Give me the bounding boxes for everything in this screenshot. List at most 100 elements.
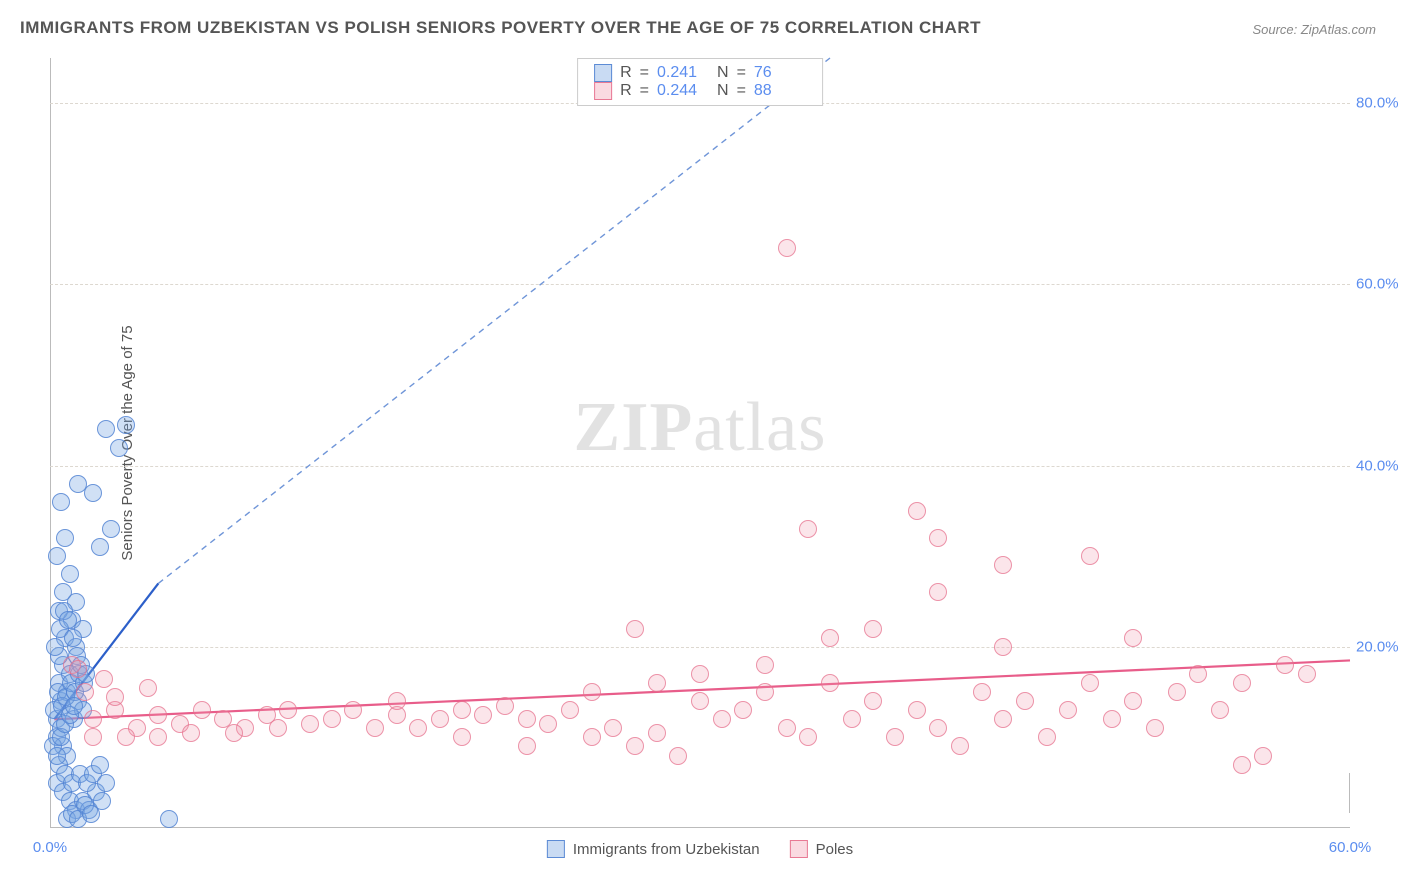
scatter-point bbox=[91, 538, 109, 556]
scatter-point bbox=[734, 701, 752, 719]
scatter-point bbox=[908, 502, 926, 520]
legend-label-blue: Immigrants from Uzbekistan bbox=[573, 841, 760, 858]
scatter-point bbox=[193, 701, 211, 719]
scatter-point bbox=[149, 728, 167, 746]
legend-eq4: = bbox=[737, 82, 746, 100]
scatter-point bbox=[1124, 629, 1142, 647]
scatter-point bbox=[496, 697, 514, 715]
scatter-point bbox=[149, 706, 167, 724]
scatter-point bbox=[453, 728, 471, 746]
scatter-point bbox=[91, 756, 109, 774]
scatter-point bbox=[323, 710, 341, 728]
scatter-point bbox=[1189, 665, 1207, 683]
scatter-point bbox=[713, 710, 731, 728]
legend-r-pink: 0.244 bbox=[657, 82, 709, 100]
scatter-point bbox=[518, 737, 536, 755]
legend-r-label: R bbox=[620, 64, 632, 82]
legend-correlation: R = 0.241 N = 76 R = 0.244 N = 88 bbox=[577, 58, 823, 106]
scatter-point bbox=[59, 611, 77, 629]
scatter-point bbox=[843, 710, 861, 728]
scatter-point bbox=[97, 774, 115, 792]
scatter-point bbox=[52, 493, 70, 511]
scatter-plot bbox=[50, 58, 1350, 828]
legend-swatch-blue bbox=[594, 64, 612, 82]
scatter-point bbox=[82, 805, 100, 823]
scatter-point bbox=[518, 710, 536, 728]
scatter-point bbox=[648, 724, 666, 742]
legend-swatch-pink-2 bbox=[790, 840, 808, 858]
scatter-point bbox=[279, 701, 297, 719]
legend-r-label2: R bbox=[620, 82, 632, 100]
scatter-point bbox=[1276, 656, 1294, 674]
x-tick-label: 60.0% bbox=[1329, 839, 1372, 856]
scatter-point bbox=[778, 719, 796, 737]
scatter-point bbox=[1124, 692, 1142, 710]
scatter-point bbox=[1081, 547, 1099, 565]
scatter-point bbox=[61, 565, 79, 583]
scatter-point bbox=[994, 710, 1012, 728]
scatter-point bbox=[69, 660, 87, 678]
scatter-point bbox=[994, 638, 1012, 656]
scatter-point bbox=[778, 239, 796, 257]
scatter-point bbox=[1233, 756, 1251, 774]
legend-eq3: = bbox=[640, 82, 649, 100]
scatter-point bbox=[691, 692, 709, 710]
chart-title: IMMIGRANTS FROM UZBEKISTAN VS POLISH SEN… bbox=[20, 18, 981, 38]
chart-area: Seniors Poverty Over the Age of 75 ZIPat… bbox=[50, 58, 1350, 828]
legend-row-blue: R = 0.241 N = 76 bbox=[594, 64, 806, 82]
scatter-point bbox=[1103, 710, 1121, 728]
scatter-point bbox=[973, 683, 991, 701]
legend-swatch-blue-2 bbox=[547, 840, 565, 858]
legend-r-blue: 0.241 bbox=[657, 64, 709, 82]
legend-n-label2: N bbox=[717, 82, 729, 100]
scatter-point bbox=[821, 674, 839, 692]
scatter-point bbox=[366, 719, 384, 737]
y-tick-label: 80.0% bbox=[1356, 95, 1399, 112]
scatter-point bbox=[821, 629, 839, 647]
scatter-point bbox=[453, 701, 471, 719]
legend-item-pink: Poles bbox=[790, 840, 854, 858]
legend-label-pink: Poles bbox=[816, 841, 854, 858]
scatter-point bbox=[1146, 719, 1164, 737]
source-label: Source: ZipAtlas.com bbox=[1252, 22, 1376, 37]
scatter-point bbox=[301, 715, 319, 733]
scatter-point bbox=[1038, 728, 1056, 746]
scatter-point bbox=[539, 715, 557, 733]
scatter-point bbox=[56, 529, 74, 547]
scatter-point bbox=[1298, 665, 1316, 683]
scatter-point bbox=[561, 701, 579, 719]
scatter-point bbox=[1081, 674, 1099, 692]
scatter-point bbox=[474, 706, 492, 724]
legend-n-label: N bbox=[717, 64, 729, 82]
scatter-point bbox=[84, 728, 102, 746]
scatter-point bbox=[1016, 692, 1034, 710]
scatter-point bbox=[84, 710, 102, 728]
scatter-point bbox=[994, 556, 1012, 574]
scatter-point bbox=[626, 737, 644, 755]
scatter-point bbox=[46, 638, 64, 656]
scatter-point bbox=[269, 719, 287, 737]
scatter-point bbox=[117, 728, 135, 746]
legend-eq: = bbox=[640, 64, 649, 82]
y-tick-label: 60.0% bbox=[1356, 276, 1399, 293]
scatter-point bbox=[648, 674, 666, 692]
legend-series: Immigrants from Uzbekistan Poles bbox=[547, 840, 853, 858]
legend-item-blue: Immigrants from Uzbekistan bbox=[547, 840, 760, 858]
scatter-point bbox=[139, 679, 157, 697]
scatter-point bbox=[84, 484, 102, 502]
scatter-point bbox=[756, 656, 774, 674]
scatter-point bbox=[864, 620, 882, 638]
scatter-point bbox=[106, 688, 124, 706]
legend-eq2: = bbox=[737, 64, 746, 82]
scatter-point bbox=[409, 719, 427, 737]
scatter-point bbox=[691, 665, 709, 683]
scatter-point bbox=[583, 683, 601, 701]
x-tick-label: 0.0% bbox=[33, 839, 67, 856]
scatter-point bbox=[604, 719, 622, 737]
legend-n-blue: 76 bbox=[754, 64, 806, 82]
scatter-point bbox=[160, 810, 178, 828]
scatter-point bbox=[929, 719, 947, 737]
scatter-point bbox=[48, 547, 66, 565]
scatter-point bbox=[583, 728, 601, 746]
scatter-point bbox=[110, 439, 128, 457]
